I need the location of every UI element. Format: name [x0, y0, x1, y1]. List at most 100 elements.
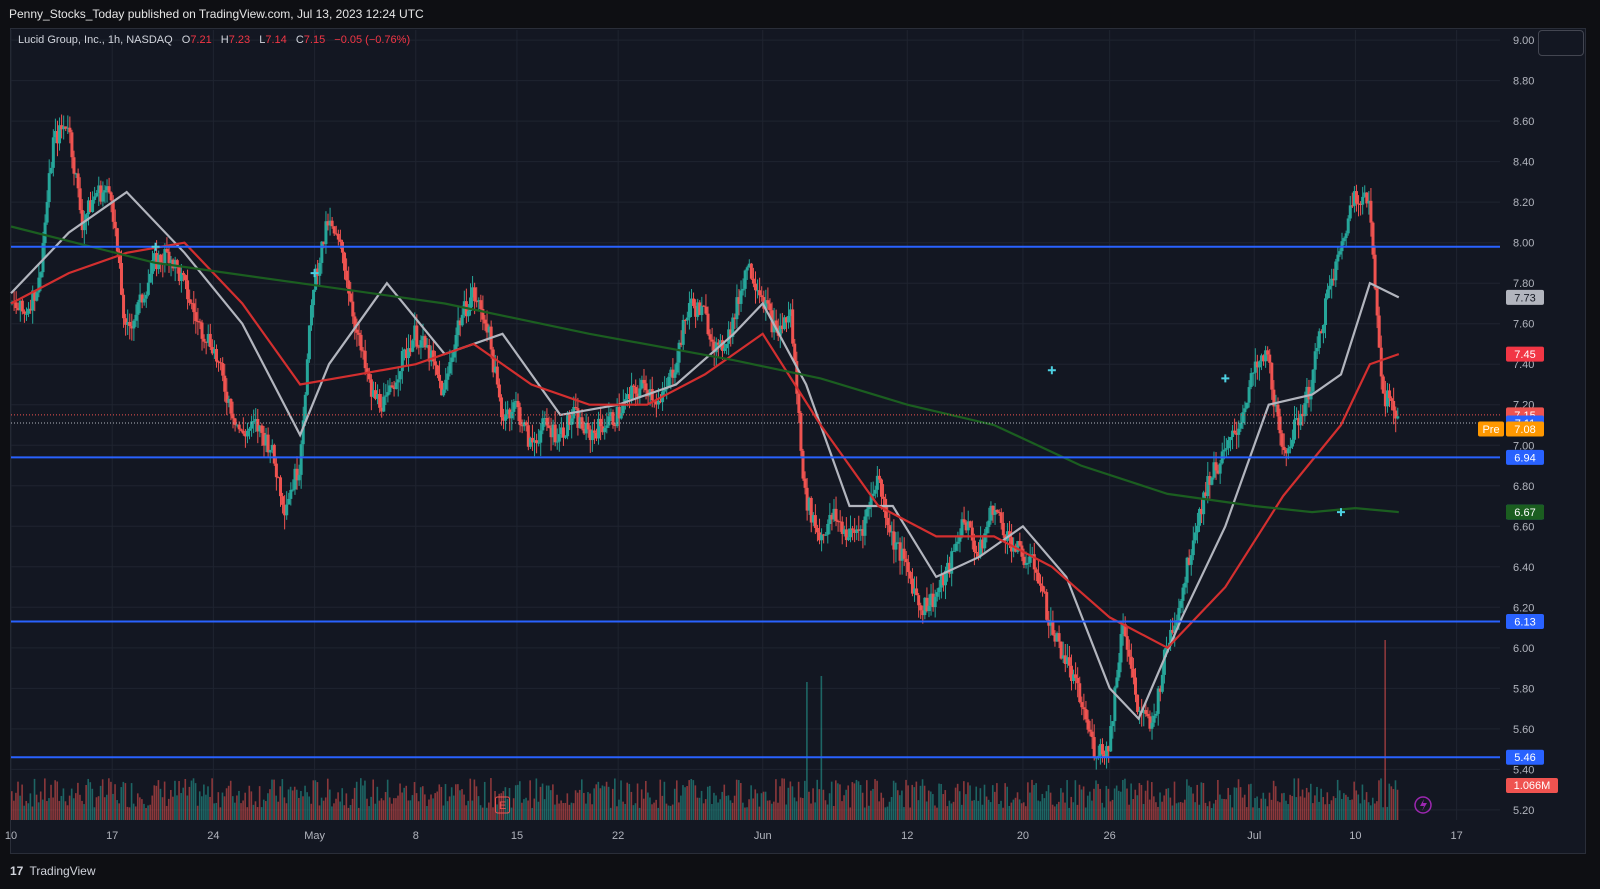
- candle-body: [466, 311, 470, 317]
- volume-bar: [616, 806, 618, 820]
- volume-bar: [1312, 803, 1314, 820]
- volume-bar: [1035, 783, 1037, 820]
- candle-body: [900, 548, 904, 561]
- volume-bar: [1345, 794, 1347, 820]
- chart-settings-button[interactable]: [1538, 30, 1584, 56]
- volume-bar: [835, 780, 837, 820]
- volume-bar: [436, 791, 439, 820]
- volume-bar: [481, 807, 484, 820]
- candle-body: [86, 200, 90, 215]
- candle-body: [762, 297, 766, 309]
- candle-body: [433, 361, 437, 366]
- volume-bar: [1157, 806, 1159, 820]
- candle-body: [983, 533, 987, 549]
- volume-bar: [1188, 785, 1190, 820]
- candle-body: [1394, 410, 1398, 419]
- candle-body: [915, 588, 919, 596]
- candle-body: [444, 379, 448, 390]
- volume-bar: [719, 799, 721, 820]
- volume-bar: [1084, 807, 1087, 820]
- volume-bar: [748, 799, 750, 820]
- candle-body: [1142, 710, 1146, 713]
- volume-bar: [944, 790, 947, 820]
- candle-body: [353, 316, 357, 330]
- volume-bar: [1134, 789, 1137, 820]
- volume-bar: [525, 797, 527, 820]
- volume-bar: [260, 807, 263, 820]
- candle-body: [119, 262, 123, 295]
- candle-body: [493, 366, 497, 373]
- candle-body: [1276, 404, 1280, 417]
- x-tick-label: 17: [1451, 830, 1463, 842]
- volume-bar: [605, 781, 608, 820]
- volume-bar: [1215, 799, 1217, 820]
- volume-bar: [483, 781, 486, 820]
- volume-bar: [580, 779, 583, 820]
- candle-body: [202, 338, 206, 342]
- candle-body: [74, 173, 78, 175]
- volume-bar: [186, 795, 189, 820]
- candle-body: [214, 349, 218, 362]
- candle-body: [1303, 403, 1307, 417]
- volume-bar: [1078, 784, 1081, 820]
- volume-bar: [529, 780, 531, 820]
- candle-body: [49, 167, 53, 174]
- candle-body: [1185, 557, 1189, 583]
- y-tick-label: 7.60: [1513, 319, 1534, 331]
- volume-bar: [1328, 804, 1331, 820]
- volume-bar: [1045, 791, 1048, 820]
- volume-bar: [709, 785, 711, 820]
- volume-bar: [99, 785, 102, 820]
- volume-bar: [841, 801, 843, 820]
- candle-body: [18, 300, 22, 311]
- candle-body: [1103, 754, 1107, 758]
- volume-bar: [1272, 780, 1275, 820]
- candle-body: [126, 322, 130, 325]
- volume-bar: [163, 781, 166, 820]
- volume-bar: [1208, 801, 1211, 820]
- candle-body: [109, 192, 113, 201]
- volume-bar: [700, 790, 703, 820]
- volume-bar: [1363, 799, 1366, 820]
- candle-body: [687, 302, 691, 318]
- volume-bar: [1060, 788, 1062, 820]
- candle-body: [1282, 446, 1286, 451]
- volume-bar: [958, 791, 961, 820]
- candle-body: [954, 543, 958, 551]
- candle-body: [621, 402, 625, 414]
- volume-bar: [516, 784, 519, 820]
- volume-bar: [1225, 799, 1227, 820]
- volume-bar: [636, 783, 639, 820]
- candle-body: [155, 253, 159, 270]
- candle-body: [933, 596, 937, 608]
- y-tick-label: 6.60: [1513, 521, 1534, 533]
- volume-bar: [938, 783, 940, 820]
- candle-body: [1175, 620, 1179, 626]
- volume-bar: [1039, 801, 1042, 820]
- volume-bar: [1289, 794, 1291, 820]
- volume-bar: [727, 795, 730, 820]
- candle-body: [14, 302, 18, 309]
- volume-bar: [742, 802, 744, 820]
- candle-body: [365, 368, 369, 374]
- volume-bar: [130, 783, 133, 820]
- volume-bar: [477, 796, 480, 820]
- volume-bar: [777, 802, 779, 820]
- candle-body: [993, 510, 997, 515]
- candle-body: [1239, 422, 1243, 429]
- volume-bar: [1101, 802, 1104, 820]
- candle-body: [419, 340, 423, 348]
- volume-bar: [1033, 785, 1035, 820]
- candle-body: [165, 249, 169, 252]
- volume-bar: [1014, 797, 1017, 820]
- candle-body: [557, 434, 561, 442]
- candle-body: [1113, 687, 1117, 722]
- volume-bar: [1126, 788, 1128, 820]
- volume-bar: [1020, 803, 1023, 820]
- volume-bar: [894, 782, 897, 820]
- candle-body: [1326, 289, 1330, 299]
- candle-body: [1065, 657, 1069, 664]
- volume-bar: [969, 785, 971, 820]
- candle-body: [314, 268, 318, 290]
